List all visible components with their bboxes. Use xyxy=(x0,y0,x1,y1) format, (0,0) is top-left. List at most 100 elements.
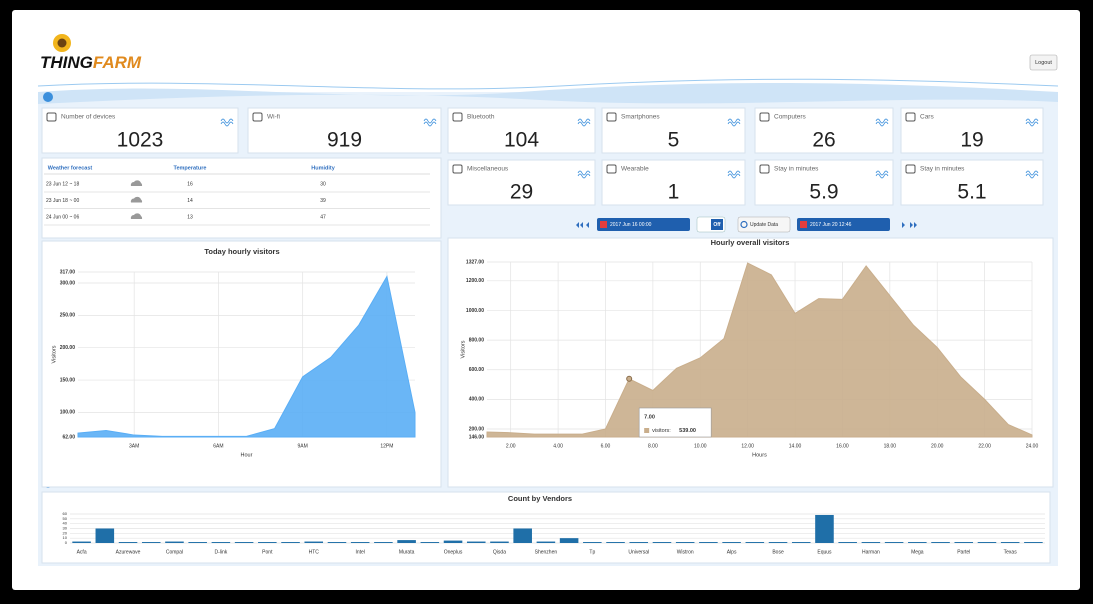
logout-button[interactable] xyxy=(1029,54,1058,71)
logout-label[interactable]: Logout xyxy=(1035,60,1052,66)
y-axis-title: Visitors xyxy=(460,340,466,358)
card-icon xyxy=(905,164,916,174)
x-tick-label: 3AM xyxy=(129,443,139,449)
x-tick-label: Pont xyxy=(262,549,273,555)
bar xyxy=(977,542,997,543)
bar xyxy=(490,541,509,543)
toggle-knob[interactable] xyxy=(711,219,723,230)
hover-point xyxy=(626,375,633,382)
bar xyxy=(466,541,486,543)
x-tick-label: 24.00 xyxy=(1026,443,1039,449)
stat-card xyxy=(447,107,596,154)
end-date[interactable]: 2017 Jun 20 12:46 xyxy=(810,222,852,228)
section-icon[interactable] xyxy=(43,92,53,102)
bar xyxy=(652,542,672,543)
y-tick-label: 200.00 xyxy=(60,345,76,351)
y-tick-label: 317.00 xyxy=(60,269,76,275)
trend-icon xyxy=(875,118,889,127)
cloud-icon xyxy=(130,213,143,219)
bar xyxy=(72,541,91,543)
y-tick-label: 10 xyxy=(63,535,68,540)
x-tick-label: Qisda xyxy=(493,549,506,555)
bar xyxy=(884,542,904,543)
card-label: Stay in minutes xyxy=(920,166,965,173)
stat-card xyxy=(447,159,596,206)
start-date-input[interactable] xyxy=(597,218,690,231)
x-axis-title: Hour xyxy=(241,452,253,458)
table-header: Humidity xyxy=(311,165,335,171)
card-label: Stay in minutes xyxy=(774,166,819,173)
x-tick-label: Acfa xyxy=(77,549,87,555)
humidity: 47 xyxy=(320,214,326,220)
trend-icon xyxy=(1025,170,1039,179)
bar xyxy=(745,542,765,543)
trend-icon xyxy=(875,170,889,179)
x-tick-label: Alps xyxy=(727,549,737,555)
stat-card xyxy=(754,159,894,206)
temperature: 13 xyxy=(187,214,193,220)
x-tick-label: Texas xyxy=(1004,549,1018,555)
wave xyxy=(38,83,1058,104)
y-tick-label: 0 xyxy=(65,540,68,545)
chart-title: Today hourly visitors xyxy=(204,247,279,256)
forecast-time: 23 Jun 18 ~ 00 xyxy=(46,198,79,204)
card-icon xyxy=(606,164,617,174)
x-tick-label: 14.00 xyxy=(789,443,802,449)
bar xyxy=(606,542,625,543)
toggle-label[interactable]: Off xyxy=(713,222,721,228)
card-icon xyxy=(452,112,463,122)
bar xyxy=(722,542,741,543)
bar xyxy=(420,542,440,543)
cloud-icon xyxy=(130,196,143,203)
y-tick-label: 1327.00 xyxy=(466,259,484,265)
y-tick-label: 150.00 xyxy=(60,377,76,383)
x-tick-label: Wistron xyxy=(677,549,694,555)
trend-icon xyxy=(577,170,591,179)
stat-card xyxy=(247,107,442,154)
nav-arrows[interactable] xyxy=(576,222,917,228)
x-tick-label: 22.00 xyxy=(978,443,991,449)
card-icon xyxy=(759,112,770,122)
area xyxy=(486,262,1033,438)
update-button[interactable] xyxy=(737,216,791,233)
y-tick-label: 40 xyxy=(63,521,68,526)
update-label[interactable]: Update Data xyxy=(750,222,778,228)
bar xyxy=(350,542,370,543)
trend-icon xyxy=(577,118,591,127)
x-tick-label: Universal xyxy=(628,549,649,555)
card-value: 1 xyxy=(668,181,680,204)
card-label: Miscellaneous xyxy=(467,166,509,173)
forecast-time: 24 Jun 00 ~ 06 xyxy=(46,214,79,220)
tooltip-value: 539.00 xyxy=(679,428,696,434)
area xyxy=(77,275,416,438)
bar xyxy=(791,542,811,543)
bar xyxy=(211,542,231,543)
bar xyxy=(258,542,277,543)
x-tick-label: Azurewave xyxy=(116,549,141,555)
x-tick-label: Equus xyxy=(817,549,832,555)
logo-text: FARM xyxy=(93,53,142,72)
x-tick-label: Partel xyxy=(957,549,970,555)
card-label: Number of devices xyxy=(61,114,116,121)
calendar-icon xyxy=(600,221,607,228)
bar xyxy=(141,542,161,543)
bar xyxy=(234,542,254,543)
y-tick-label: 800.00 xyxy=(469,337,485,343)
x-tick-label: 18.00 xyxy=(884,443,897,449)
x-tick-label: Intel xyxy=(355,549,364,555)
card-icon xyxy=(252,112,263,122)
card-icon xyxy=(759,164,770,174)
bar xyxy=(908,542,927,543)
tooltip-title: 7.00 xyxy=(644,414,655,420)
card-label: Bluetooth xyxy=(467,114,495,121)
end-date-input[interactable] xyxy=(797,218,890,231)
card-value: 104 xyxy=(504,129,539,152)
bar xyxy=(513,528,532,543)
x-tick-label: D-link xyxy=(215,549,228,555)
x-tick-label: 8.00 xyxy=(648,443,658,449)
card-label: Wearable xyxy=(621,166,649,173)
x-tick-label: Murata xyxy=(399,549,415,555)
start-date[interactable]: 2017 Jun 16 00:00 xyxy=(610,222,652,228)
x-tick-label: 2.00 xyxy=(506,443,516,449)
